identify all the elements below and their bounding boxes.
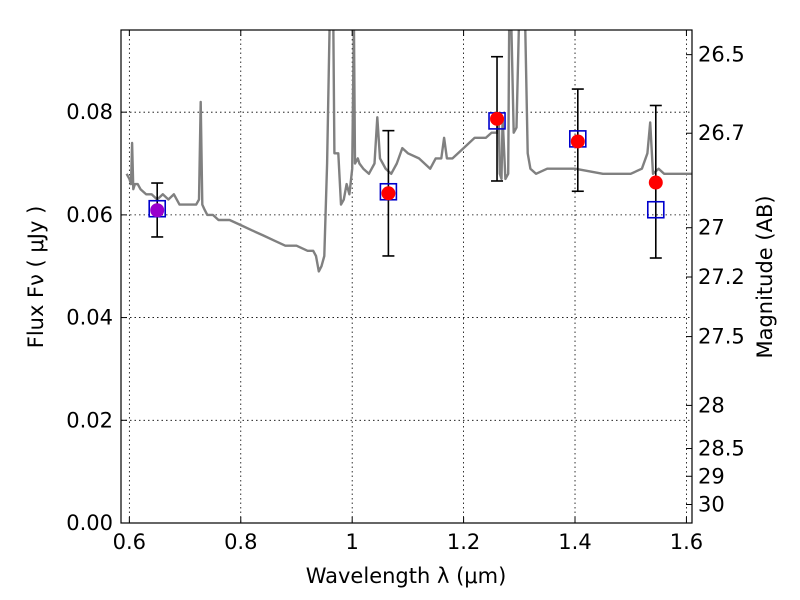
magnitude-tick-label: 26.7: [698, 121, 745, 145]
magnitude-tick-label: 28.5: [698, 437, 745, 461]
magnitude-axis-label: Magnitude (AB): [753, 195, 777, 358]
magnitude-axis: 26.5 26.7 27 27.2 27.5 28 28.5 29 30: [686, 43, 745, 517]
magnitude-tick-label: 30: [698, 493, 725, 517]
x-tick-label: 1: [345, 530, 358, 554]
magnitude-tick-label: 29: [698, 464, 725, 488]
y-tick-label: 0.06: [66, 203, 113, 227]
y-tick-label: 0.04: [66, 306, 113, 330]
magnitude-tick-label: 27: [698, 216, 725, 240]
y-axis-label: Flux Fν ( μJy ): [24, 206, 48, 349]
x-axis: 0.6 0.8 1 1.2 1.4 1.6: [113, 30, 703, 554]
x-tick-label: 1.4: [558, 530, 591, 554]
y-tick-label: 0.08: [66, 100, 113, 124]
plot-frame: [120, 29, 693, 524]
x-tick-label: 1.6: [670, 530, 703, 554]
plot-area: [125, 30, 692, 273]
observed-flux-point: [570, 134, 585, 149]
magnitude-tick-label: 28: [698, 393, 725, 417]
magnitude-tick-label: 26.5: [698, 43, 745, 67]
magnitude-tick-label: 27.2: [698, 265, 745, 289]
spectrum-line: [125, 30, 692, 273]
observed-flux-point: [150, 203, 165, 218]
y-tick-label: 0.02: [66, 408, 113, 432]
observed-flux-point: [381, 186, 396, 201]
plot-content: [125, 30, 692, 273]
y-tick-label: 0.00: [66, 511, 113, 535]
model-flux-square: [646, 200, 665, 219]
magnitude-tick-label: 27.5: [698, 325, 745, 349]
x-tick-label: 0.8: [224, 530, 257, 554]
x-tick-label: 0.6: [113, 530, 146, 554]
y-axis: 0.00 0.02 0.04 0.06 0.08: [66, 100, 127, 535]
observed-flux-point: [490, 111, 505, 126]
x-axis-label: Wavelength λ (μm): [306, 564, 507, 588]
observed-flux-point: [648, 175, 663, 190]
x-tick-label: 1.2: [447, 530, 480, 554]
